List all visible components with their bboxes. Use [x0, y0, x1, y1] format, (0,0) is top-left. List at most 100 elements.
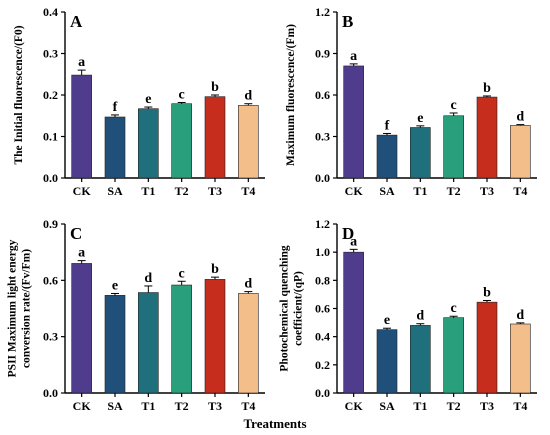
- x-tick-label: T3: [208, 184, 222, 198]
- bar-t1: [138, 292, 159, 394]
- y-tick-label: 0.0: [315, 386, 330, 400]
- x-tick-label: T4: [241, 184, 255, 198]
- y-tick-label: 0.0: [315, 171, 330, 185]
- significance-letter: d: [144, 271, 152, 286]
- x-tick-label: T3: [208, 399, 222, 413]
- bar-t4: [238, 105, 259, 179]
- y-tick-label: 0.0: [43, 386, 58, 400]
- x-tick-label: CK: [345, 184, 364, 198]
- x-tick-label: T1: [141, 399, 155, 413]
- bar-ck: [71, 263, 92, 394]
- y-tick-label: 0.6: [315, 88, 330, 102]
- significance-letter: c: [179, 266, 185, 281]
- panel-c: 0.0 0.3 0.6 0.9 a CK e SA d T1 c T2 b T3 d T4 C PSII Maxi…: [7, 217, 265, 413]
- y-tick-label: 0.3: [43, 330, 58, 344]
- y-axis-label: The Initial fluorescence/(F0): [13, 25, 25, 164]
- bar-t4: [238, 293, 259, 394]
- significance-letter: a: [350, 234, 357, 249]
- y-tick-label: 0.9: [315, 47, 330, 61]
- bar-t2: [443, 317, 464, 394]
- y-tick-label: 0.4: [43, 5, 58, 19]
- significance-letter: a: [350, 49, 357, 64]
- x-tick-label: CK: [73, 399, 92, 413]
- x-tick-label: T2: [175, 399, 189, 413]
- x-tick-label: CK: [345, 399, 364, 413]
- bar-sa: [376, 134, 398, 179]
- significance-letter: a: [78, 246, 85, 261]
- significance-letter: a: [78, 55, 85, 70]
- x-tick-label: T3: [480, 184, 494, 198]
- y-tick-label: 0.3: [315, 130, 330, 144]
- significance-letter: b: [211, 262, 219, 277]
- x-tick-label: T2: [447, 399, 461, 413]
- x-tick-label: SA: [107, 184, 123, 198]
- bar-t3: [204, 279, 226, 394]
- significance-letter: e: [417, 111, 423, 126]
- significance-letter: f: [113, 100, 118, 115]
- x-tick-label: SA: [379, 399, 395, 413]
- panel-b: 0.0 0.3 0.6 0.9 1.2 a CK f SA e T1 c T2 b T3 d T4 B Maximu…: [285, 5, 537, 198]
- significance-letter: d: [516, 308, 524, 323]
- significance-letter: e: [112, 278, 118, 293]
- x-tick-label: CK: [73, 184, 92, 198]
- bar-t3: [204, 96, 226, 179]
- panel-letter: D: [342, 224, 354, 243]
- y-tick-label: 1.0: [315, 245, 330, 259]
- significance-letter: c: [451, 98, 457, 113]
- x-tick-label: T2: [447, 184, 461, 198]
- panel-d: 0.0 0.2 0.4 0.6 0.8 1.0 1.2 a CK e SA d T1 c T2 b T3 d T4 D…: [279, 217, 537, 413]
- bar-t1: [410, 325, 431, 394]
- significance-letter: b: [211, 80, 219, 95]
- significance-letter: d: [244, 89, 252, 104]
- y-tick-label: 0.6: [43, 273, 58, 287]
- y-tick-label: 1.2: [315, 217, 330, 231]
- bar-ck: [343, 251, 364, 394]
- bar-t3: [476, 96, 498, 179]
- significance-letter: e: [384, 313, 390, 328]
- y-tick-label: 0.3: [43, 47, 58, 61]
- y-tick-label: 0.2: [315, 358, 330, 372]
- bar-t2: [171, 284, 192, 394]
- x-tick-label: SA: [379, 184, 395, 198]
- significance-letter: d: [244, 277, 252, 292]
- bar-sa: [376, 329, 398, 394]
- panel-letter: B: [342, 12, 353, 31]
- y-axis-label: Maximum fluorescence/(Fm): [285, 24, 297, 166]
- y-tick-label: 0.8: [315, 273, 330, 287]
- x-tick-label: T4: [513, 399, 527, 413]
- y-tick-label: 0.6: [315, 302, 330, 316]
- bar-t2: [443, 115, 464, 179]
- y-tick-label: 0.1: [43, 130, 58, 144]
- bar-sa: [104, 116, 126, 179]
- x-tick-label: T2: [175, 184, 189, 198]
- x-tick-label: SA: [107, 399, 123, 413]
- significance-letter: b: [483, 285, 491, 300]
- significance-letter: e: [145, 92, 151, 107]
- y-tick-label: 0.0: [43, 171, 58, 185]
- significance-letter: f: [385, 118, 390, 133]
- y-tick-label: 0.2: [43, 88, 58, 102]
- bar-sa: [104, 295, 126, 394]
- x-axis-title: Treatments: [243, 416, 306, 431]
- bar-ck: [343, 65, 364, 179]
- y-tick-label: 1.2: [315, 5, 330, 19]
- y-tick-label: 0.9: [43, 217, 58, 231]
- bar-t4: [510, 323, 531, 394]
- y-axis-label: Photochemical quenching coefficient/(qP): [279, 245, 305, 371]
- significance-letter: d: [416, 309, 424, 324]
- x-tick-label: T1: [413, 399, 427, 413]
- x-tick-label: T4: [241, 399, 255, 413]
- significance-letter: c: [451, 301, 457, 316]
- panel-letter: A: [70, 12, 83, 31]
- bar-ck: [71, 74, 92, 179]
- bar-t4: [510, 125, 531, 179]
- panel-letter: C: [70, 224, 82, 243]
- bar-t2: [171, 103, 192, 179]
- x-tick-label: T3: [480, 399, 494, 413]
- significance-letter: b: [483, 81, 491, 96]
- significance-letter: c: [179, 87, 185, 102]
- x-tick-label: T1: [413, 184, 427, 198]
- bar-t3: [476, 301, 498, 394]
- y-axis-label: PSII Maximum light energy conversion rate…: [7, 239, 33, 377]
